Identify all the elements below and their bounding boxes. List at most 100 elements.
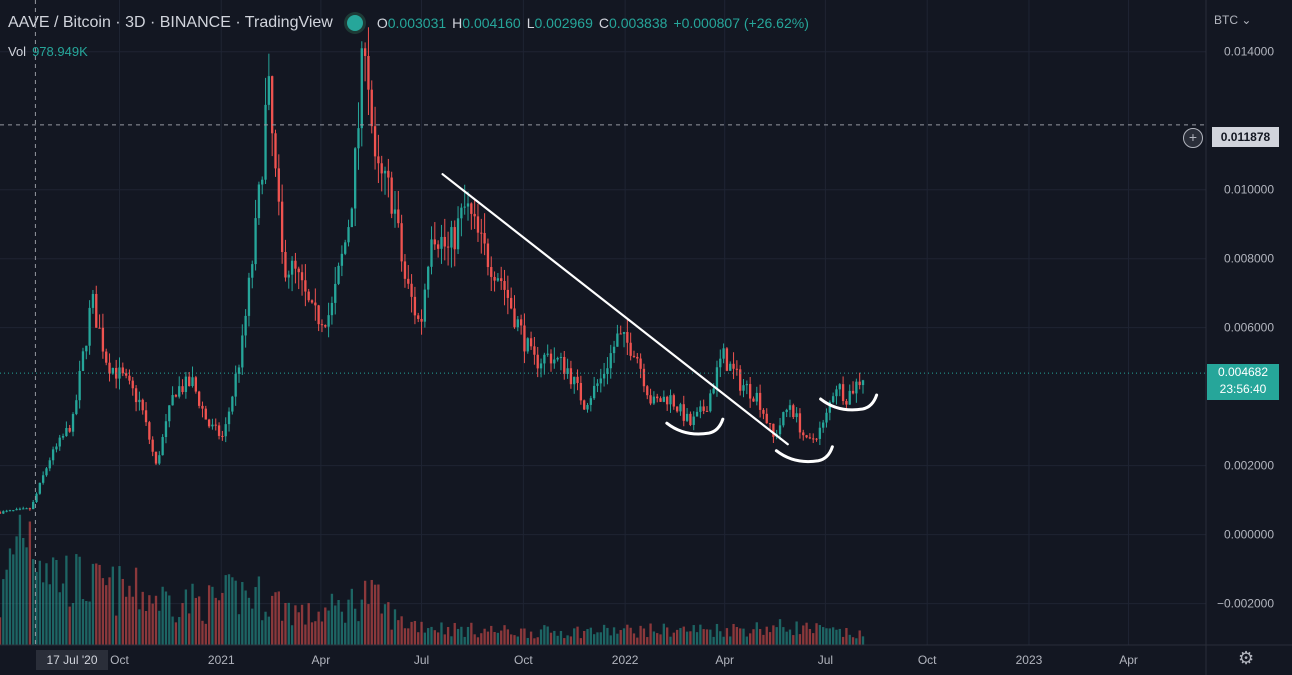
volume-bar [566,635,569,645]
volume-bar [101,578,105,645]
candle-body [124,373,128,376]
volume-bar [393,609,397,645]
volume-bar [387,602,390,645]
volume-bar [689,631,692,645]
chart-grid [0,0,1206,645]
symbol-title[interactable]: AAVE / Bitcoin · 3D · BINANCE · TradingV… [8,14,333,31]
candle-body [845,401,848,405]
volume-bar [529,631,533,645]
candle-body [48,460,51,469]
volume-bar [583,631,586,645]
candle-body [772,423,775,437]
volume-bar [12,554,15,645]
volume-bars [0,514,865,645]
candle-body [755,392,758,402]
volume-bar [456,628,460,645]
candle-body [851,390,855,394]
volume-bar [344,622,347,645]
volume-bar [685,631,689,645]
volume-bar [58,592,61,645]
low-value: 0.002969 [534,15,593,31]
volume-bar [121,578,124,645]
candle-body [284,251,287,278]
volume-bar [712,636,715,645]
candle-body [656,396,659,399]
candle-body [606,368,609,374]
candle-body [417,315,420,319]
candle-body [659,398,662,402]
volume-bar [679,628,682,645]
candle-body [2,511,5,514]
candle-body [181,386,184,393]
candle-body [138,399,141,403]
candle-body [546,353,549,355]
candle-body [679,404,682,412]
candle-body [41,475,45,483]
volume-bar [682,626,685,645]
volume-bar [247,597,251,645]
candle-body [549,353,553,364]
candle-body [632,355,636,357]
candle-body [134,388,138,403]
candle-body [831,396,835,403]
volume-bar [563,638,566,645]
volume-bar [65,555,68,645]
gear-icon[interactable]: ⚙ [1238,648,1255,668]
candle-body [324,325,327,327]
candle-body [682,404,685,421]
volume-bar [818,625,822,645]
y-tick-label: −0.002000 [1217,597,1274,611]
volume-bar [164,591,168,645]
volume-bar [224,575,227,645]
candlestick-series [0,27,1206,515]
candle-body [75,400,78,415]
candle-body [51,449,55,461]
market-status-icon[interactable] [346,15,363,31]
volume-label[interactable]: Vol [8,44,27,59]
candle-body [808,437,812,439]
candle-body [788,405,792,410]
candle-body [241,335,244,368]
candle-body [197,391,201,406]
x-tick-label: Apr [312,653,331,667]
candle-body [397,209,400,224]
volume-bar [267,616,271,645]
y-tick-label: 0.006000 [1224,321,1274,335]
currency-selector[interactable]: BTC ⌄ [1214,13,1251,27]
candle-body [95,293,98,328]
candle-body [785,409,788,413]
volume-bar [539,629,543,645]
candle-body [513,308,516,328]
volume-bar [423,632,427,645]
volume-bar [500,630,503,645]
candle-body [719,358,722,368]
low-label: L [526,15,535,31]
volume-bar [307,603,310,645]
volume-bar [413,620,417,645]
candle-body [237,367,241,374]
volume-bar [848,634,851,645]
price-axis[interactable]: 0.014000 0.010000 0.008000 0.006000 0.002000… [1205,0,1292,675]
time-axis[interactable]: Oct 2021 Apr Jul Oct 2022 Apr Jul Oct 2023 Apr [0,644,1292,667]
volume-bar [855,638,858,645]
volume-bar [722,636,725,645]
volume-bar [237,614,241,645]
volume-bar [430,626,433,645]
candle-body [204,408,207,420]
candle-body [792,405,795,418]
volume-bar [417,632,420,645]
volume-value: 978.949K [32,44,88,59]
candle-body [430,239,433,267]
symbol-legend: AAVE / Bitcoin · 3D · BINANCE · TradingV… [8,14,809,32]
high-label: H [452,15,463,31]
volume-bar [91,563,95,645]
volume-bar [573,628,576,645]
candle-body [111,367,115,374]
currency-label: BTC [1214,13,1238,27]
volume-bar [115,615,118,645]
candle-body [277,168,280,202]
add-plus-icon[interactable]: + [1183,128,1203,148]
candle-body [672,395,675,407]
candle-body [18,508,22,510]
